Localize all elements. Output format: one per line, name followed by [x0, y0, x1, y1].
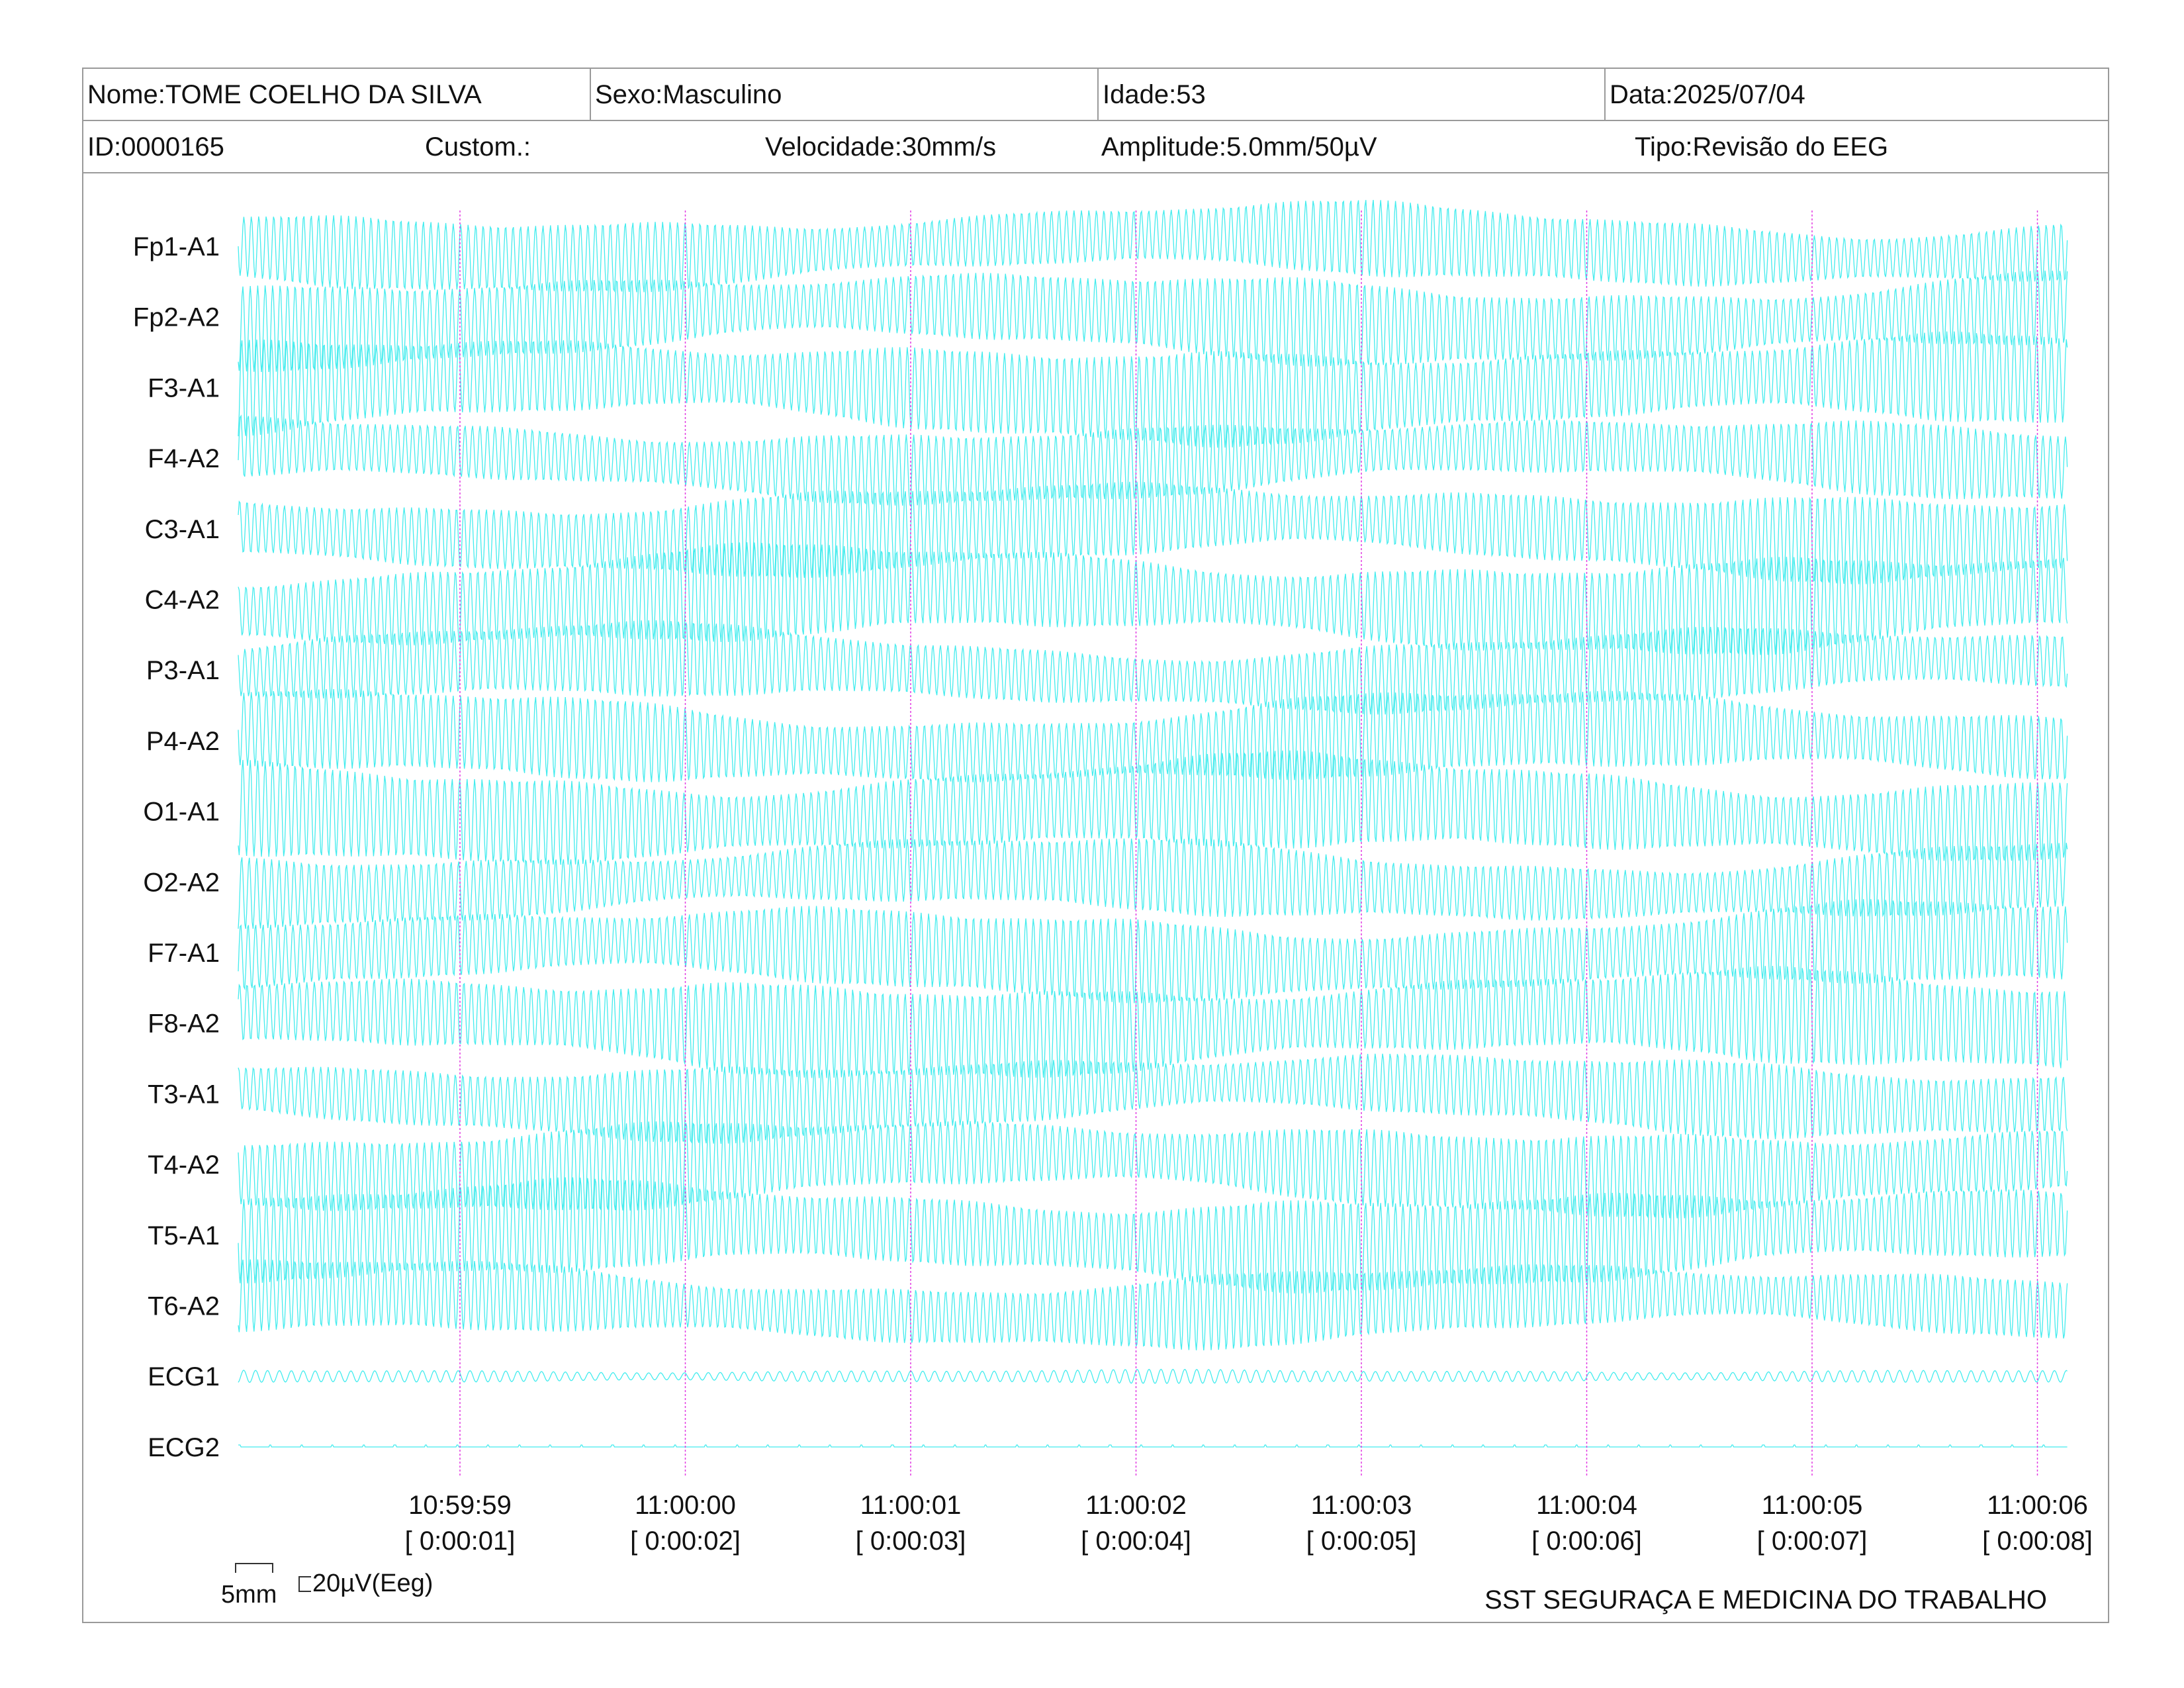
time-marker-elapsed: [ 0:00:06] [1531, 1526, 1642, 1556]
time-marker-clock: 10:59:59 [408, 1491, 512, 1520]
amplitude-setting: Amplitude:5.0mm/50µV [1101, 132, 1377, 162]
recording-type: Tipo:Revisão do EEG [1635, 132, 1889, 162]
time-scale-bracket [235, 1563, 273, 1573]
time-marker-clock: 11:00:02 [1085, 1491, 1187, 1520]
time-scale-label: 5mm [221, 1581, 277, 1609]
channel-label-fp1-a1: Fp1-A1 [133, 232, 220, 261]
time-marker-elapsed: [ 0:00:01] [405, 1526, 516, 1556]
exam-date: Data:2025/07/04 [1604, 69, 2108, 120]
time-marker-clock: 11:00:01 [860, 1491, 962, 1520]
trace-c3-a1 [238, 481, 2068, 585]
channel-label-f7-a1: F7-A1 [148, 939, 220, 968]
trace-t6-a2 [238, 1259, 2068, 1350]
time-marker-elapsed: [ 0:00:04] [1081, 1526, 1191, 1556]
speed-setting: Velocidade:30mm/s [765, 132, 997, 162]
channel-label-p4-a2: P4-A2 [146, 727, 220, 756]
scale-legend: 5mm 20µV(Eeg) [221, 1563, 433, 1609]
time-marker-clock: 11:00:04 [1536, 1491, 1637, 1520]
channel-label-fp2-a2: Fp2-A2 [133, 303, 220, 332]
time-marker-clock: 11:00:05 [1762, 1491, 1863, 1520]
time-marker-elapsed: [ 0:00:02] [630, 1526, 741, 1556]
trace-t4-a2 [238, 1121, 2068, 1219]
trace-ecg2 [238, 1444, 2068, 1448]
patient-name: Nome:TOME COELHO DA SILVA [87, 80, 482, 109]
time-marker-elapsed: [ 0:00:05] [1306, 1526, 1417, 1556]
channel-label-f8-a2: F8-A2 [148, 1009, 220, 1039]
time-marker-elapsed: [ 0:00:08] [1982, 1526, 2093, 1556]
channel-label-ecg2: ECG2 [148, 1433, 220, 1462]
custom-field: Custom.: [425, 132, 531, 162]
trace-f7-a1 [238, 899, 2068, 1004]
channel-labels: Fp1-A1 Fp2-A2 F3-A1 F4-A2 C3-A1 C4-A2 P3-A1 P4-… [133, 232, 220, 1462]
channel-label-t4-a2: T4-A2 [148, 1150, 220, 1180]
trace-o2-a2 [238, 838, 2068, 929]
channel-label-p3-a1: P3-A1 [146, 656, 220, 685]
amplitude-scale-bracket [298, 1576, 311, 1592]
trace-f3-a1 [238, 331, 2068, 448]
time-labels: 10:59:59 [ 0:00:01] 11:00:00 [ 0:00:02] 11:0… [405, 1491, 2093, 1556]
trace-f8-a2 [238, 966, 2068, 1078]
channel-label-f3-a1: F3-A1 [148, 373, 220, 402]
channel-label-ecg1: ECG1 [148, 1362, 220, 1391]
time-markers [459, 211, 2038, 1477]
trace-c4-a2 [238, 542, 2068, 655]
patient-age: Idade:53 [1097, 69, 1604, 120]
channel-label-t6-a2: T6-A2 [148, 1292, 220, 1321]
trace-fp2-a2 [238, 270, 2068, 373]
channel-label-c4-a2: C4-A2 [145, 586, 220, 615]
eeg-report-frame: Nome:TOME COELHO DA SILVA Sexo:Masculino… [82, 68, 2109, 1623]
trace-p4-a2 [238, 688, 2068, 782]
patient-sex: Sexo:Masculino [590, 69, 1097, 120]
eeg-traces [238, 200, 2068, 1448]
recording-info-row: ID:0000165 Custom.: Velocidade:30mm/s Am… [83, 121, 2108, 173]
trace-p3-a1 [238, 620, 2068, 715]
patient-info-row: Nome:TOME COELHO DA SILVA Sexo:Masculino… [83, 69, 2108, 121]
company-name: SST SEGURAÇA E MEDICINA DO TRABALHO [1484, 1585, 2047, 1615]
channel-label-o1-a1: O1-A1 [143, 798, 220, 827]
trace-ecg1 [238, 1368, 2068, 1384]
time-marker-elapsed: [ 0:00:07] [1757, 1526, 1868, 1556]
patient-id: ID:0000165 [87, 132, 224, 162]
trace-o1-a1 [238, 750, 2068, 865]
channel-label-f4-a2: F4-A2 [148, 444, 220, 473]
trace-f4-a2 [238, 414, 2068, 506]
time-marker-clock: 11:00:06 [1987, 1491, 2088, 1520]
channel-label-t5-a1: T5-A1 [148, 1221, 220, 1250]
channel-label-c3-a1: C3-A1 [145, 515, 220, 544]
trace-t5-a1 [238, 1177, 2068, 1294]
time-marker-clock: 11:00:03 [1311, 1491, 1412, 1520]
amplitude-scale-label: 20µV(Eeg) [312, 1570, 433, 1597]
time-marker-clock: 11:00:00 [635, 1491, 736, 1520]
time-marker-elapsed: [ 0:00:03] [856, 1526, 966, 1556]
channel-label-t3-a1: T3-A1 [148, 1080, 220, 1109]
channel-label-o2-a2: O2-A2 [143, 868, 220, 897]
trace-t3-a1 [238, 1053, 2068, 1144]
trace-fp1-a1 [238, 200, 2068, 293]
